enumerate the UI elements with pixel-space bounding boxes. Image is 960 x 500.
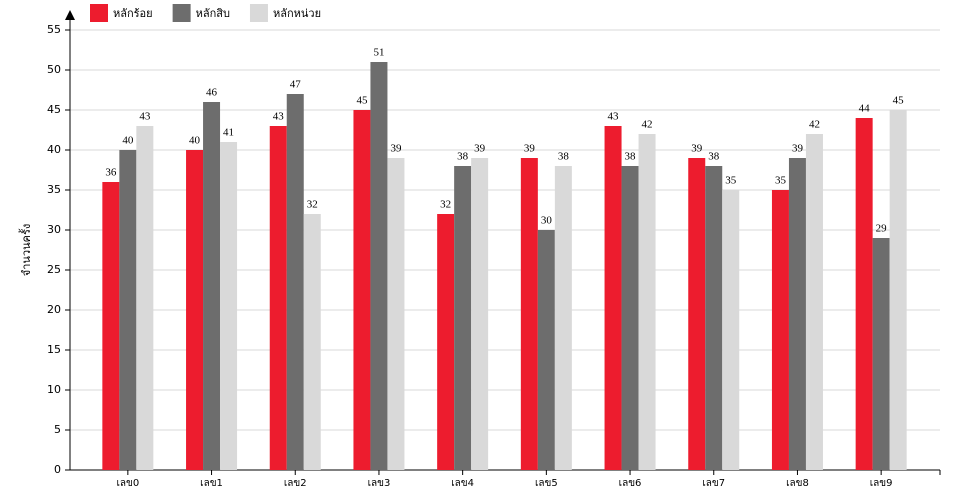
legend-swatch bbox=[249, 4, 268, 22]
value-label: 40 bbox=[189, 135, 201, 147]
bar bbox=[220, 142, 238, 470]
x-tick-label: เลข4 bbox=[451, 478, 474, 489]
bar bbox=[102, 182, 120, 470]
bar bbox=[370, 62, 388, 470]
value-label: 32 bbox=[440, 199, 451, 211]
y-tick-label: 55 bbox=[47, 23, 61, 36]
value-label: 29 bbox=[876, 223, 888, 235]
bar bbox=[771, 190, 789, 470]
y-tick-label: 35 bbox=[47, 183, 61, 196]
value-label: 43 bbox=[608, 111, 620, 123]
bar bbox=[136, 126, 154, 470]
bar bbox=[286, 94, 304, 470]
bar bbox=[269, 126, 287, 470]
value-label: 43 bbox=[139, 111, 151, 123]
legend-swatch bbox=[172, 4, 191, 22]
value-label: 39 bbox=[691, 143, 703, 155]
bar bbox=[855, 118, 873, 470]
value-label: 39 bbox=[792, 143, 804, 155]
value-label: 38 bbox=[625, 151, 637, 163]
bar bbox=[119, 150, 137, 470]
value-label: 35 bbox=[725, 175, 737, 187]
value-label: 43 bbox=[273, 111, 285, 123]
bar bbox=[722, 190, 740, 470]
bar bbox=[805, 134, 823, 470]
value-label: 42 bbox=[809, 119, 820, 131]
bar bbox=[520, 158, 538, 470]
y-tick-label: 15 bbox=[47, 343, 61, 356]
value-label: 39 bbox=[390, 143, 402, 155]
value-label: 41 bbox=[223, 127, 234, 139]
legend-label: หลักหน่วย bbox=[273, 7, 321, 20]
value-label: 30 bbox=[541, 215, 553, 227]
y-tick-label: 40 bbox=[47, 143, 61, 156]
bar bbox=[186, 150, 204, 470]
bar bbox=[387, 158, 405, 470]
bar bbox=[688, 158, 706, 470]
y-tick-label: 20 bbox=[47, 303, 61, 316]
value-label: 40 bbox=[122, 135, 134, 147]
bar bbox=[621, 166, 639, 470]
bar bbox=[437, 214, 455, 470]
bar bbox=[604, 126, 622, 470]
value-label: 35 bbox=[775, 175, 787, 187]
value-label: 38 bbox=[708, 151, 720, 163]
bar bbox=[788, 158, 806, 470]
value-label: 38 bbox=[457, 151, 469, 163]
x-tick-label: เลข1 bbox=[200, 478, 223, 489]
bar bbox=[889, 110, 907, 470]
x-tick-label: เลข7 bbox=[702, 478, 725, 489]
value-label: 45 bbox=[356, 95, 368, 107]
x-tick-label: เลข9 bbox=[870, 478, 893, 489]
legend-label: หลักสิบ bbox=[196, 7, 230, 20]
bar bbox=[353, 110, 371, 470]
legend-label: หลักร้อย bbox=[113, 7, 153, 20]
bar bbox=[471, 158, 489, 470]
value-label: 36 bbox=[105, 167, 117, 179]
bar bbox=[454, 166, 472, 470]
value-label: 39 bbox=[524, 143, 536, 155]
value-label: 38 bbox=[558, 151, 570, 163]
value-label: 39 bbox=[474, 143, 486, 155]
bar bbox=[203, 102, 221, 470]
y-tick-label: 30 bbox=[47, 223, 61, 236]
value-label: 44 bbox=[859, 103, 871, 115]
y-tick-label: 5 bbox=[54, 423, 61, 436]
value-label: 45 bbox=[893, 95, 905, 107]
bar bbox=[638, 134, 656, 470]
value-label: 47 bbox=[290, 79, 302, 91]
bar bbox=[554, 166, 572, 470]
x-tick-label: เลข0 bbox=[116, 478, 139, 489]
value-label: 51 bbox=[373, 47, 384, 59]
x-tick-label: เลข8 bbox=[786, 478, 809, 489]
x-tick-label: เลข3 bbox=[368, 478, 391, 489]
bar bbox=[537, 230, 555, 470]
bar bbox=[705, 166, 723, 470]
y-axis-arrow bbox=[65, 10, 75, 20]
value-label: 32 bbox=[307, 199, 318, 211]
bar bbox=[303, 214, 321, 470]
x-tick-label: เลข6 bbox=[619, 478, 642, 489]
bar bbox=[872, 238, 890, 470]
legend-swatch bbox=[90, 4, 108, 22]
y-tick-label: 25 bbox=[47, 263, 61, 276]
value-label: 46 bbox=[206, 87, 218, 99]
y-tick-label: 45 bbox=[47, 103, 61, 116]
value-label: 42 bbox=[642, 119, 653, 131]
x-tick-label: เลข2 bbox=[284, 478, 307, 489]
y-tick-label: 10 bbox=[47, 383, 61, 396]
y-tick-label: 50 bbox=[47, 63, 61, 76]
y-tick-label: 0 bbox=[54, 463, 61, 476]
y-axis-label: จำนวนครั้ง bbox=[18, 224, 33, 276]
x-tick-label: เลข5 bbox=[535, 478, 558, 489]
